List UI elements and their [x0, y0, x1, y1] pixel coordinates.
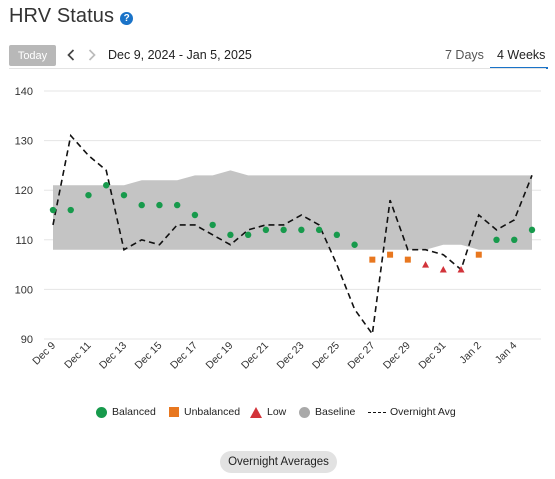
data-points — [49, 182, 536, 273]
legend-item-unbalanced: Unbalanced — [169, 406, 240, 418]
tab-7-days[interactable]: 7 Days — [445, 48, 484, 62]
balanced-point — [138, 201, 145, 209]
x-tick-label: Jan 4 — [493, 340, 520, 367]
chevron-left-icon[interactable] — [64, 45, 78, 65]
y-tick-label: 110 — [15, 235, 33, 247]
legend-label-balanced: Balanced — [112, 406, 156, 418]
unbalanced-marker-icon — [169, 407, 179, 417]
low-point — [457, 266, 465, 273]
baseline-marker-icon — [299, 406, 310, 418]
x-axis: Dec 9 Dec 11 Dec 13 Dec 15 Dec 17 Dec 19 Dec 2… — [30, 340, 519, 372]
balanced-point — [315, 226, 323, 234]
x-tick-label: Dec 11 — [62, 340, 94, 372]
x-tick-label: Dec 25 — [310, 340, 342, 372]
balanced-point — [120, 191, 128, 199]
x-tick-label: Dec 31 — [416, 340, 448, 372]
balanced-point — [333, 231, 341, 239]
balanced-point — [85, 191, 92, 199]
balanced-point — [280, 226, 287, 234]
overnight-avg-path — [52, 133, 533, 337]
legend-item-low: Low — [250, 406, 286, 418]
unbalanced-point — [387, 251, 394, 258]
balanced-point — [209, 221, 216, 229]
unbalanced-point — [404, 256, 411, 263]
legend-item-overnight-avg: Overnight Avg — [368, 406, 456, 418]
date-navigation: Today Dec 9, 2024 - Jan 5, 2025 7 Days 4… — [9, 43, 548, 69]
unbalanced-point — [475, 251, 482, 258]
baseline-area — [53, 170, 532, 250]
nav-divider — [9, 68, 546, 69]
balanced-point — [103, 182, 110, 189]
balanced-point — [173, 201, 181, 209]
x-tick-label: Dec 19 — [204, 340, 236, 372]
baseline-band — [53, 170, 532, 250]
tab-4-weeks[interactable]: 4 Weeks — [497, 48, 546, 62]
legend-label-low: Low — [267, 406, 287, 418]
overnight-avg-line — [52, 133, 533, 337]
dashed-line-icon — [368, 411, 386, 413]
x-tick-label: Dec 13 — [97, 340, 129, 372]
x-tick-label: Dec 27 — [345, 340, 377, 372]
chevron-right-icon[interactable] — [85, 45, 99, 65]
balanced-point — [262, 226, 270, 234]
low-point — [439, 266, 447, 273]
unbalanced-point — [369, 256, 376, 263]
low-point — [422, 261, 430, 268]
balanced-point — [298, 226, 305, 234]
y-tick-label: 130 — [15, 136, 33, 148]
y-tick-label: 90 — [21, 334, 33, 346]
balanced-point — [244, 231, 252, 239]
x-tick-label: Dec 21 — [239, 340, 271, 372]
page-title: HRV Status — [9, 5, 115, 27]
help-icon[interactable]: ? — [120, 11, 134, 25]
y-tick-label: 120 — [15, 185, 33, 197]
title-row: HRV Status ? — [9, 5, 134, 28]
balanced-point — [511, 236, 518, 243]
balanced-point — [156, 201, 163, 209]
balanced-point — [351, 241, 358, 248]
balanced-marker-icon — [96, 406, 107, 418]
date-range-label: Dec 9, 2024 - Jan 5, 2025 — [108, 48, 252, 62]
y-tick-label: 100 — [15, 284, 33, 296]
low-marker-icon — [250, 406, 262, 418]
chart-legend: Balanced Unbalanced Low Baseline Overnig… — [0, 406, 555, 426]
today-button[interactable]: Today — [9, 45, 56, 66]
legend-item-baseline: Baseline — [299, 406, 355, 418]
balanced-point — [191, 211, 199, 219]
y-axis: 90 100 110 120 130 140 — [15, 86, 33, 346]
balanced-point — [67, 206, 74, 214]
legend-item-balanced: Balanced — [96, 406, 156, 418]
x-tick-label: Dec 9 — [30, 340, 58, 368]
balanced-point — [493, 236, 500, 243]
legend-label-overnight-avg: Overnight Avg — [390, 406, 456, 418]
x-tick-label: Dec 15 — [133, 340, 165, 372]
x-tick-label: Dec 29 — [381, 340, 413, 372]
overnight-averages-button[interactable]: Overnight Averages — [220, 451, 337, 473]
balanced-point — [49, 206, 57, 214]
y-tick-label: 140 — [15, 86, 33, 98]
legend-label-unbalanced: Unbalanced — [184, 406, 241, 418]
balanced-point — [528, 226, 536, 234]
x-tick-label: Dec 17 — [168, 340, 200, 372]
x-tick-label: Dec 23 — [274, 340, 306, 372]
x-tick-label: Jan 2 — [457, 340, 484, 367]
balanced-point — [227, 231, 234, 239]
legend-label-baseline: Baseline — [315, 406, 356, 418]
